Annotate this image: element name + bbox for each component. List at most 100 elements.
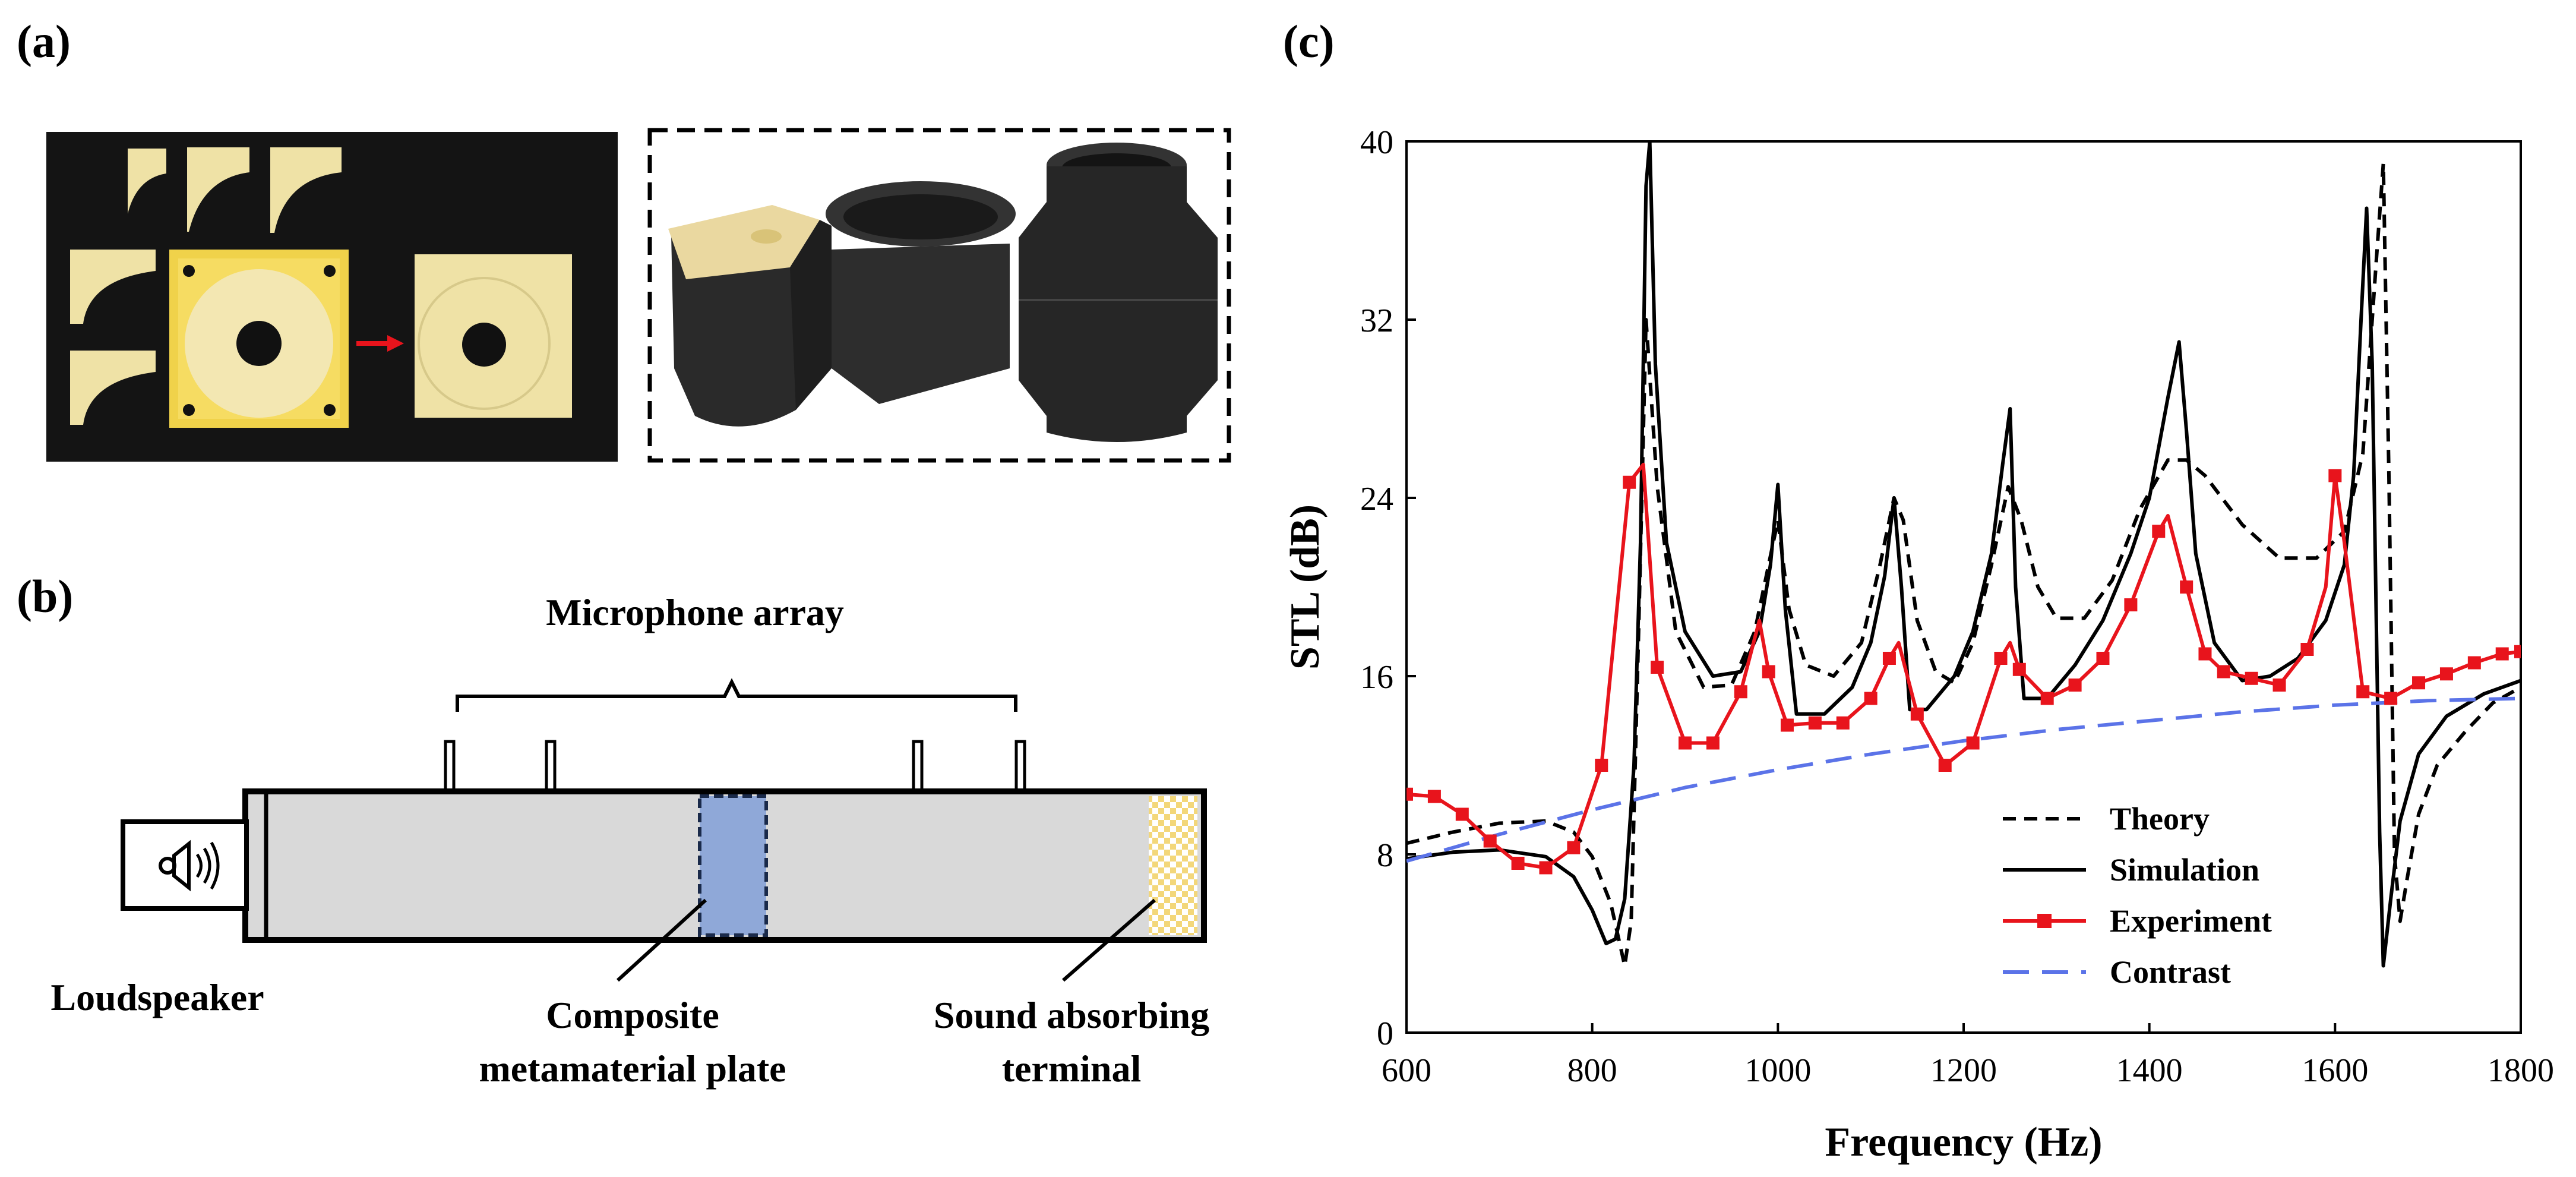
panel-c-label: (c) xyxy=(1283,15,1335,67)
experiment-marker xyxy=(2467,656,2481,670)
experiment-marker xyxy=(1567,841,1581,854)
experiment-marker xyxy=(2514,645,2521,658)
quarter-piece xyxy=(70,250,156,324)
photo-3d-printed-tube xyxy=(647,128,1231,463)
x-tick-label: 1000 xyxy=(1744,1052,1811,1089)
x-tick-label: 1600 xyxy=(2302,1052,2368,1089)
experiment-marker xyxy=(1808,716,1822,730)
legend-marker-experiment xyxy=(2037,914,2052,928)
experiment-marker xyxy=(2439,667,2453,681)
quarter-piece xyxy=(270,147,342,233)
experiment-marker xyxy=(2040,692,2054,705)
experiment-marker xyxy=(2124,598,2138,611)
y-tick-label: 32 xyxy=(1360,302,1393,339)
experiment-marker xyxy=(1539,861,1553,875)
tube-segment-right xyxy=(1019,166,1218,442)
plate-leader-line xyxy=(616,898,707,982)
microphone xyxy=(444,740,456,793)
x-tick-label: 600 xyxy=(1382,1052,1431,1089)
experiment-marker xyxy=(2300,643,2314,656)
simulation-line xyxy=(1406,141,2521,968)
microphone-array-label: Microphone array xyxy=(546,591,844,633)
experiment-marker xyxy=(1780,718,1794,732)
y-tick-label: 8 xyxy=(1377,837,1393,874)
experiment-marker xyxy=(2328,469,2342,482)
experiment-marker xyxy=(2180,580,2193,594)
experiment-marker xyxy=(1910,707,1924,721)
experiment-marker xyxy=(1455,807,1469,821)
experiment-marker xyxy=(2495,647,2509,661)
x-axis-title: Frequency (Hz) xyxy=(1825,1119,2102,1165)
impedance-tube-schematic: Microphone array Loudspeaker Composite m… xyxy=(50,591,1209,1090)
legend-label-experiment: Experiment xyxy=(2110,903,2272,939)
microphone xyxy=(545,740,557,793)
legend-label-simulation: Simulation xyxy=(2110,852,2259,888)
composite-plate-label-line2: metamaterial plate xyxy=(479,1047,786,1090)
y-tick-label: 40 xyxy=(1360,124,1393,161)
chart-series xyxy=(1406,141,2521,968)
experiment-marker xyxy=(1966,736,1980,750)
quarter-piece xyxy=(70,351,156,425)
experiment-marker xyxy=(1483,834,1497,848)
experiment-marker xyxy=(1427,790,1441,803)
experiment-marker xyxy=(1679,736,1692,750)
experiment-marker xyxy=(2272,679,2286,692)
experiment-marker xyxy=(1864,692,1878,705)
experiment-marker xyxy=(1511,857,1525,870)
microphone-array-brace xyxy=(456,678,1017,712)
photo-3d-printed-parts xyxy=(46,132,618,462)
experiment-marker xyxy=(2198,647,2212,661)
absorbing-terminal-label-line1: Sound absorbing xyxy=(934,994,1209,1036)
experiment-marker xyxy=(2152,525,2166,538)
experiment-marker xyxy=(1734,685,1747,699)
contrast-line xyxy=(1406,696,2521,863)
stl-chart: 600 800 1000 1200 1400 1600 1800 0 8 16 24 32 40 Fre… xyxy=(1282,124,2554,1165)
experiment-marker xyxy=(2096,652,2110,665)
y-tick-label: 0 xyxy=(1377,1015,1393,1052)
experiment-marker xyxy=(1651,661,1664,674)
experiment-marker xyxy=(1595,759,1608,772)
y-tick-label: 24 xyxy=(1360,481,1393,517)
experiment-marker xyxy=(2356,685,2370,699)
composite-plate-label-line1: Composite xyxy=(546,994,719,1036)
experiment-marker xyxy=(1994,652,2008,665)
experiment-marker xyxy=(2412,676,2426,690)
panel-a-label: (a) xyxy=(17,15,71,67)
experiment-marker xyxy=(1706,736,1720,750)
theory-line xyxy=(1406,162,2521,968)
experiment-marker xyxy=(2217,665,2230,679)
x-tick-label: 1400 xyxy=(2116,1052,2183,1089)
quarter-piece xyxy=(187,147,249,232)
experiment-marker xyxy=(1836,716,1850,730)
terminal-leader-line xyxy=(1062,898,1156,982)
legend-label-theory: Theory xyxy=(2110,801,2210,837)
loudspeaker-box xyxy=(121,819,249,911)
experiment-marker xyxy=(2245,671,2258,685)
loudspeaker-label: Loudspeaker xyxy=(50,976,264,1018)
axis-ticks: 600 800 1000 1200 1400 1600 1800 0 8 16 24 32 40 xyxy=(1360,124,2554,1089)
x-tick-label: 800 xyxy=(1567,1052,1617,1089)
composite-plate xyxy=(698,794,768,937)
microphone xyxy=(912,740,924,793)
experiment-marker xyxy=(1623,475,1636,489)
plot-area xyxy=(1405,140,2522,1034)
loudspeaker-icon xyxy=(159,840,220,892)
x-tick-label: 1200 xyxy=(1930,1052,1997,1089)
experiment-marker xyxy=(1938,759,1952,772)
panel-b-label: (b) xyxy=(17,570,73,622)
y-tick-label: 16 xyxy=(1360,659,1393,696)
absorbing-terminal xyxy=(1149,796,1197,935)
experiment-marker xyxy=(1882,652,1896,665)
chart-legend: Theory Simulation Experiment Contrast xyxy=(2003,801,2272,990)
experiment-marker xyxy=(2012,662,2026,676)
quarter-piece xyxy=(128,149,166,214)
legend-label-contrast: Contrast xyxy=(2110,954,2231,990)
x-tick-label: 1800 xyxy=(2488,1052,2554,1089)
experiment-marker xyxy=(2384,692,2398,705)
absorbing-terminal-label-line2: terminal xyxy=(1002,1047,1142,1090)
experiment-marker xyxy=(2068,679,2082,692)
microphone xyxy=(1014,740,1026,793)
y-axis-title: STL (dB) xyxy=(1282,504,1328,670)
experiment-marker xyxy=(1762,665,1775,679)
